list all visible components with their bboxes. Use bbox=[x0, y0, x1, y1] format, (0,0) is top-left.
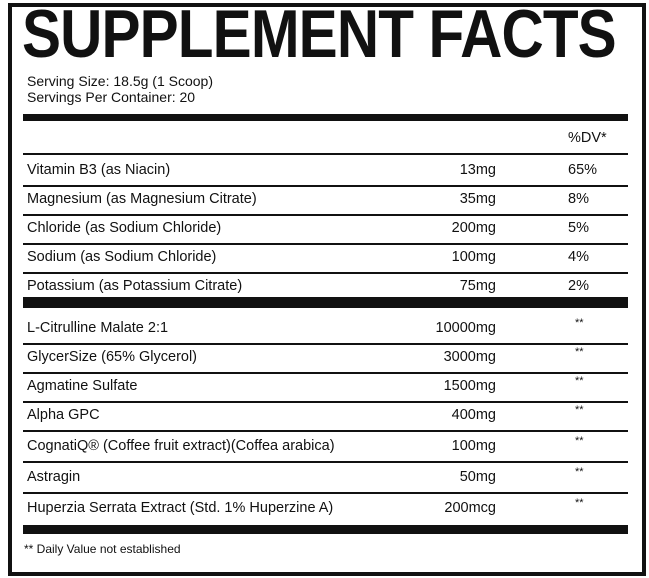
thick-divider bbox=[23, 525, 628, 534]
amount: 75mg bbox=[459, 278, 496, 294]
amount: 200mcg bbox=[444, 500, 496, 516]
amount: 400mg bbox=[451, 407, 496, 423]
table-row: L-Citrulline Malate 2:1 10000mg ** bbox=[23, 314, 628, 345]
label-title: SUPPLEMENT FACTS bbox=[22, 0, 617, 72]
thick-divider bbox=[23, 114, 628, 121]
amount: 100mg bbox=[451, 249, 496, 265]
table-row: Chloride (as Sodium Chloride) 200mg 5% bbox=[23, 214, 628, 245]
dv-header: %DV* bbox=[568, 130, 607, 146]
daily-value: 65% bbox=[568, 162, 598, 178]
ingredient-name: Potassium (as Potassium Citrate) bbox=[27, 278, 243, 294]
thick-divider bbox=[23, 297, 628, 308]
daily-value: ** bbox=[575, 317, 584, 329]
label-border bbox=[8, 3, 646, 576]
table-row: Agmatine Sulfate 1500mg ** bbox=[23, 372, 628, 403]
daily-value: 8% bbox=[568, 191, 589, 207]
daily-value: ** bbox=[575, 404, 584, 416]
table-row: CognatiQ® (Coffee fruit extract)(Coffea … bbox=[23, 432, 628, 463]
amount: 100mg bbox=[451, 438, 496, 454]
ingredient-name: Alpha GPC bbox=[27, 407, 100, 423]
table-row: Sodium (as Sodium Chloride) 100mg 4% bbox=[23, 243, 628, 274]
daily-value: 2% bbox=[568, 278, 589, 294]
amount: 3000mg bbox=[443, 349, 496, 365]
table-row: Alpha GPC 400mg ** bbox=[23, 401, 628, 432]
daily-value: 5% bbox=[568, 220, 589, 236]
daily-value: ** bbox=[575, 466, 584, 478]
amount: 50mg bbox=[459, 469, 496, 485]
amount: 13mg bbox=[459, 162, 496, 178]
ingredient-name: Astragin bbox=[27, 469, 81, 485]
ingredient-name: Chloride (as Sodium Chloride) bbox=[27, 220, 222, 236]
serving-size: Serving Size: 18.5g (1 Scoop) bbox=[27, 73, 213, 89]
table-row: Astragin 50mg ** bbox=[23, 463, 628, 494]
ingredient-name: Vitamin B3 (as Niacin) bbox=[27, 162, 171, 178]
servings-per-container: Servings Per Container: 20 bbox=[27, 89, 196, 105]
ingredient-name: Magnesium (as Magnesium Citrate) bbox=[27, 191, 257, 207]
ingredient-name: Agmatine Sulfate bbox=[27, 378, 138, 394]
daily-value: 4% bbox=[568, 249, 589, 265]
footnote: ** Daily Value not established bbox=[24, 542, 181, 556]
ingredient-name: CognatiQ® (Coffee fruit extract)(Coffea … bbox=[27, 438, 335, 454]
table-row: Magnesium (as Magnesium Citrate) 35mg 8% bbox=[23, 185, 628, 216]
table-row: Huperzia Serrata Extract (Std. 1% Huperz… bbox=[23, 494, 628, 523]
table-row: Vitamin B3 (as Niacin) 13mg 65% bbox=[23, 156, 628, 187]
ingredient-name: L-Citrulline Malate 2:1 bbox=[27, 320, 169, 336]
divider bbox=[23, 153, 628, 155]
daily-value: ** bbox=[575, 346, 584, 358]
ingredient-name: Huperzia Serrata Extract (Std. 1% Huperz… bbox=[27, 500, 334, 516]
daily-value: ** bbox=[575, 375, 584, 387]
amount: 35mg bbox=[459, 191, 496, 207]
amount: 200mg bbox=[451, 220, 496, 236]
table-row: GlycerSize (65% Glycerol) 3000mg ** bbox=[23, 343, 628, 374]
daily-value: ** bbox=[575, 435, 584, 447]
daily-value: ** bbox=[575, 497, 584, 509]
ingredient-name: GlycerSize (65% Glycerol) bbox=[27, 349, 198, 365]
table-row: Potassium (as Potassium Citrate) 75mg 2% bbox=[23, 272, 628, 301]
ingredient-name: Sodium (as Sodium Chloride) bbox=[27, 249, 217, 265]
amount: 1500mg bbox=[443, 378, 496, 394]
amount: 10000mg bbox=[435, 320, 496, 336]
